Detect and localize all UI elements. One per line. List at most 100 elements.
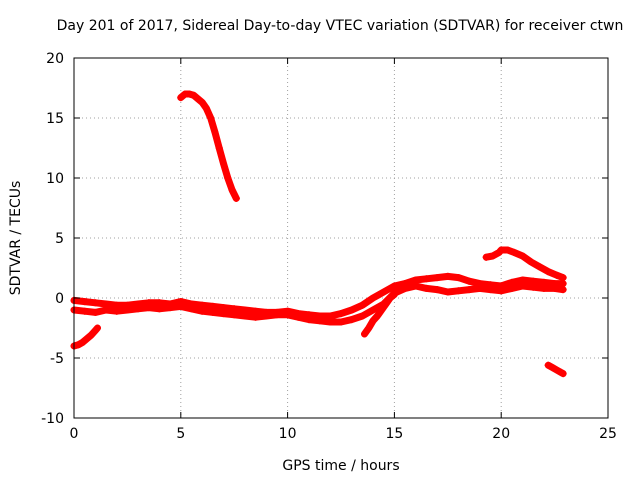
data-point: [74, 341, 82, 349]
data-point: [369, 317, 377, 325]
series-tail-negative: [544, 361, 567, 378]
data-point: [358, 312, 366, 320]
data-point: [326, 312, 334, 320]
data-point: [102, 306, 110, 314]
data-point: [209, 302, 217, 310]
data-point: [369, 306, 377, 314]
data-point: [540, 284, 548, 292]
data-point: [87, 331, 95, 339]
data-point: [348, 316, 356, 324]
data-point: [540, 278, 548, 286]
data-point: [284, 311, 292, 319]
data-point: [504, 246, 512, 254]
data-point: [348, 306, 356, 314]
data-point: [401, 284, 409, 292]
data-series: [70, 90, 567, 378]
data-point: [81, 298, 89, 306]
data-point: [433, 274, 441, 282]
y-tick-label: -5: [50, 351, 64, 367]
data-point: [422, 284, 430, 292]
series-trace: [482, 246, 567, 282]
data-point: [241, 306, 249, 314]
y-axis-label: SDTVAR / TECUs: [8, 181, 24, 296]
data-point: [390, 282, 398, 290]
data-point: [358, 301, 366, 309]
data-point: [412, 282, 420, 290]
data-point: [553, 366, 561, 374]
data-point: [497, 246, 505, 254]
data-point: [544, 361, 552, 369]
x-tick-label: 5: [176, 426, 185, 442]
data-point: [187, 305, 195, 313]
data-point: [252, 307, 260, 315]
data-point: [510, 248, 518, 256]
data-point: [316, 317, 324, 325]
data-point: [412, 276, 420, 284]
data-point: [230, 311, 238, 319]
data-point: [220, 160, 228, 168]
data-point: [559, 280, 567, 288]
x-tick-label: 25: [599, 426, 617, 442]
data-point: [113, 301, 121, 309]
data-point: [378, 306, 386, 314]
data-point: [369, 294, 377, 302]
data-point: [508, 284, 516, 292]
data-point: [166, 304, 174, 312]
data-point: [553, 271, 561, 279]
data-point: [497, 287, 505, 295]
data-point: [454, 274, 462, 282]
data-point: [386, 294, 394, 302]
data-point: [489, 252, 497, 260]
data-point: [527, 258, 535, 266]
data-point: [134, 305, 142, 313]
data-point: [207, 114, 215, 122]
data-point: [559, 286, 567, 294]
data-point: [360, 330, 368, 338]
data-point: [177, 94, 185, 102]
data-point: [365, 324, 373, 332]
data-point: [83, 335, 91, 343]
series-dip-start: [70, 324, 101, 350]
data-point: [81, 307, 89, 315]
data-point: [465, 286, 473, 294]
data-point: [198, 307, 206, 315]
data-point: [444, 272, 452, 280]
data-point: [262, 312, 270, 320]
data-point: [382, 300, 390, 308]
y-tick-label: 10: [46, 171, 64, 187]
data-point: [529, 283, 537, 291]
data-point: [123, 306, 131, 314]
data-point: [273, 311, 281, 319]
data-point: [390, 290, 398, 298]
data-point: [211, 128, 219, 136]
data-point: [559, 370, 567, 378]
data-point: [454, 287, 462, 295]
data-point: [465, 277, 473, 285]
data-point: [551, 284, 559, 292]
data-point: [373, 312, 381, 320]
data-point: [252, 313, 260, 321]
data-point: [337, 310, 345, 318]
y-tick-label: 20: [46, 51, 64, 67]
x-tick-label: 0: [70, 426, 79, 442]
data-point: [198, 98, 206, 106]
series-trace: [177, 90, 240, 202]
data-point: [155, 305, 163, 313]
data-point: [519, 276, 527, 284]
data-point: [79, 338, 87, 346]
data-point: [544, 268, 552, 276]
data-point: [209, 308, 217, 316]
data-point: [519, 252, 527, 260]
data-point: [444, 288, 452, 296]
data-point: [177, 302, 185, 310]
data-point: [508, 278, 516, 286]
series-dip-recovery: [360, 290, 398, 338]
data-point: [202, 104, 210, 112]
y-tick-label: 0: [55, 291, 64, 307]
data-point: [422, 275, 430, 283]
data-point: [91, 299, 99, 307]
data-point: [91, 308, 99, 316]
data-point: [519, 282, 527, 290]
chart-title: Day 201 of 2017, Sidereal Day-to-day VTE…: [57, 18, 624, 34]
data-point: [113, 307, 121, 315]
